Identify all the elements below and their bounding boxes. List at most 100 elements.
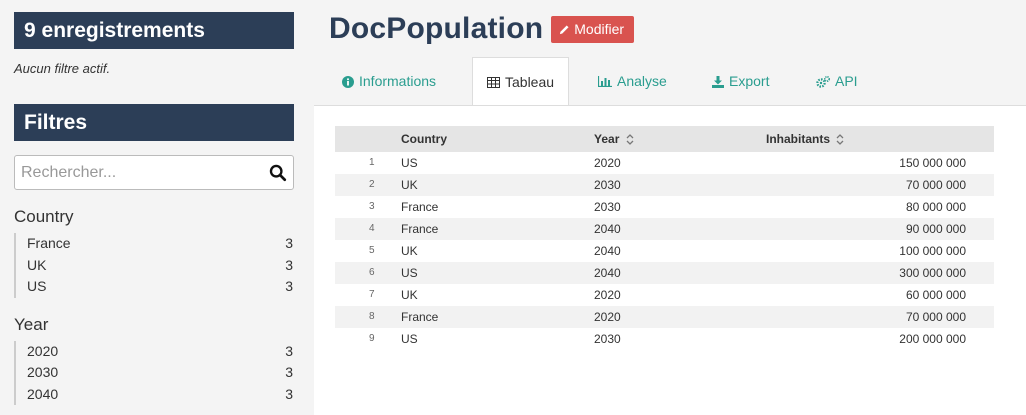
table-header: Country Year Inhabitants: [335, 126, 994, 152]
table-row[interactable]: 4 France 2040 90 000 000: [335, 218, 994, 240]
cell-inhabitants: 100 000 000: [899, 244, 966, 258]
facet-count: 3: [285, 342, 293, 359]
filters-title: Filtres: [14, 104, 294, 141]
search-input[interactable]: [15, 156, 255, 189]
bar-chart-icon: [598, 76, 612, 87]
facet-count: 3: [285, 235, 293, 251]
facet-item-2030[interactable]: 2030 3: [27, 362, 294, 384]
table-icon: [487, 76, 500, 88]
cell-year: 2040: [594, 266, 621, 280]
row-index: 7: [369, 289, 375, 300]
facet-label: 2030: [27, 364, 59, 380]
tab-informations[interactable]: Informations: [342, 57, 436, 106]
row-index: 8: [369, 311, 375, 322]
search-box: [14, 155, 294, 190]
facet-label: France: [27, 235, 71, 251]
cell-year: 2040: [594, 244, 621, 258]
cell-year: 2040: [594, 222, 621, 236]
tab-tableau[interactable]: Tableau: [472, 57, 570, 106]
tab-label: Tableau: [505, 73, 555, 90]
cell-inhabitants: 70 000 000: [905, 178, 966, 192]
cell-country: France: [401, 200, 439, 214]
table-row[interactable]: 7 UK 2020 60 000 000: [335, 284, 994, 306]
content-panel: Country Year Inhabitants 1 US 2020 150 000 …: [314, 105, 1026, 415]
facet-count: 3: [285, 278, 293, 294]
modify-button[interactable]: Modifier: [551, 15, 635, 43]
facet-item-france[interactable]: France 3: [27, 233, 294, 255]
header-inhabitants[interactable]: Inhabitants: [766, 126, 966, 152]
cell-inhabitants: 300 000 000: [899, 266, 966, 280]
sidebar: 9 enregistrements Aucun filtre actif. Fi…: [14, 12, 294, 405]
row-index: 1: [369, 157, 375, 168]
cell-year: 2030: [594, 178, 621, 192]
facet-item-2020[interactable]: 2020 3: [27, 341, 294, 363]
cell-inhabitants: 200 000 000: [899, 332, 966, 346]
tab-label: Analyse: [617, 73, 667, 89]
facet-label: 2040: [27, 385, 59, 402]
row-index: 9: [369, 333, 375, 344]
data-table: Country Year Inhabitants 1 US 2020 150 000 …: [335, 126, 994, 350]
download-icon: [712, 75, 724, 88]
facet-count: 3: [285, 256, 293, 273]
header-inhabitants-label: Inhabitants: [766, 132, 831, 146]
table-body: 1 US 2020 150 000 000 2 UK 2030 70 000 000 3 Fr…: [335, 152, 994, 350]
facet-title-year: Year: [14, 314, 49, 334]
cell-year: 2030: [594, 200, 621, 214]
table-row[interactable]: 5 UK 2040 100 000 000: [335, 240, 994, 262]
row-index: 2: [369, 179, 375, 190]
header-year[interactable]: Year: [594, 126, 766, 152]
facet-item-uk[interactable]: UK 3: [27, 255, 294, 277]
cell-inhabitants: 60 000 000: [905, 288, 966, 302]
table-row[interactable]: 9 US 2030 200 000 000: [335, 328, 994, 350]
facet-title-country: Country: [14, 207, 74, 226]
modify-button-label: Modifier: [574, 20, 625, 37]
table-row[interactable]: 1 US 2020 150 000 000: [335, 152, 994, 174]
sort-icon: [836, 134, 844, 146]
cell-inhabitants: 70 000 000: [905, 310, 966, 324]
cell-country: US: [401, 332, 418, 346]
table-row[interactable]: 2 UK 2030 70 000 000: [335, 174, 994, 196]
page-title: DocPopulation: [329, 12, 544, 45]
cell-country: UK: [401, 288, 418, 302]
facet-count: 3: [285, 385, 293, 402]
cell-inhabitants: 90 000 000: [905, 222, 966, 236]
header-index: [335, 126, 401, 152]
tab-label: Export: [729, 73, 770, 89]
tab-label: Informations: [359, 73, 437, 89]
header-country[interactable]: Country: [401, 132, 447, 146]
no-filter-text: Aucun filtre actif.: [14, 61, 111, 76]
pencil-icon: [560, 24, 569, 34]
record-count-banner: 9 enregistrements: [14, 12, 294, 49]
cell-country: US: [401, 266, 418, 280]
cell-inhabitants: 80 000 000: [905, 200, 966, 214]
cell-country: UK: [401, 244, 418, 258]
cell-year: 2020: [594, 288, 621, 302]
facet-list-country: France 3 UK 3 US 3: [14, 233, 294, 298]
facet-item-2040[interactable]: 2040 3: [27, 384, 294, 406]
tab-api[interactable]: API: [816, 57, 858, 106]
row-index: 3: [369, 201, 375, 212]
cell-country: France: [401, 222, 439, 236]
row-index: 4: [369, 223, 375, 234]
tab-bar: Informations Tableau Analyse Export: [314, 57, 1026, 106]
cell-year: 2020: [594, 310, 621, 324]
cell-inhabitants: 150 000 000: [899, 156, 966, 170]
facet-label: US: [27, 278, 47, 294]
row-index: 5: [369, 245, 375, 256]
table-row[interactable]: 3 France 2030 80 000 000: [335, 196, 994, 218]
cell-year: 2020: [594, 156, 621, 170]
tab-analyse[interactable]: Analyse: [598, 57, 667, 106]
title-row: DocPopulation Modifier: [329, 12, 635, 46]
facet-list-year: 2020 3 2030 3 2040 3: [14, 340, 294, 406]
table-row[interactable]: 6 US 2040 300 000 000: [335, 262, 994, 284]
cell-country: UK: [401, 178, 418, 192]
header-year-label: Year: [594, 132, 620, 146]
tab-export[interactable]: Export: [712, 57, 769, 106]
cell-country: France: [401, 310, 439, 324]
facet-item-us[interactable]: US 3: [27, 276, 294, 298]
tab-label: API: [835, 73, 858, 89]
search-icon[interactable]: [269, 164, 287, 182]
table-row[interactable]: 8 France 2020 70 000 000: [335, 306, 994, 328]
row-index: 6: [369, 267, 375, 278]
facet-count: 3: [285, 364, 293, 380]
